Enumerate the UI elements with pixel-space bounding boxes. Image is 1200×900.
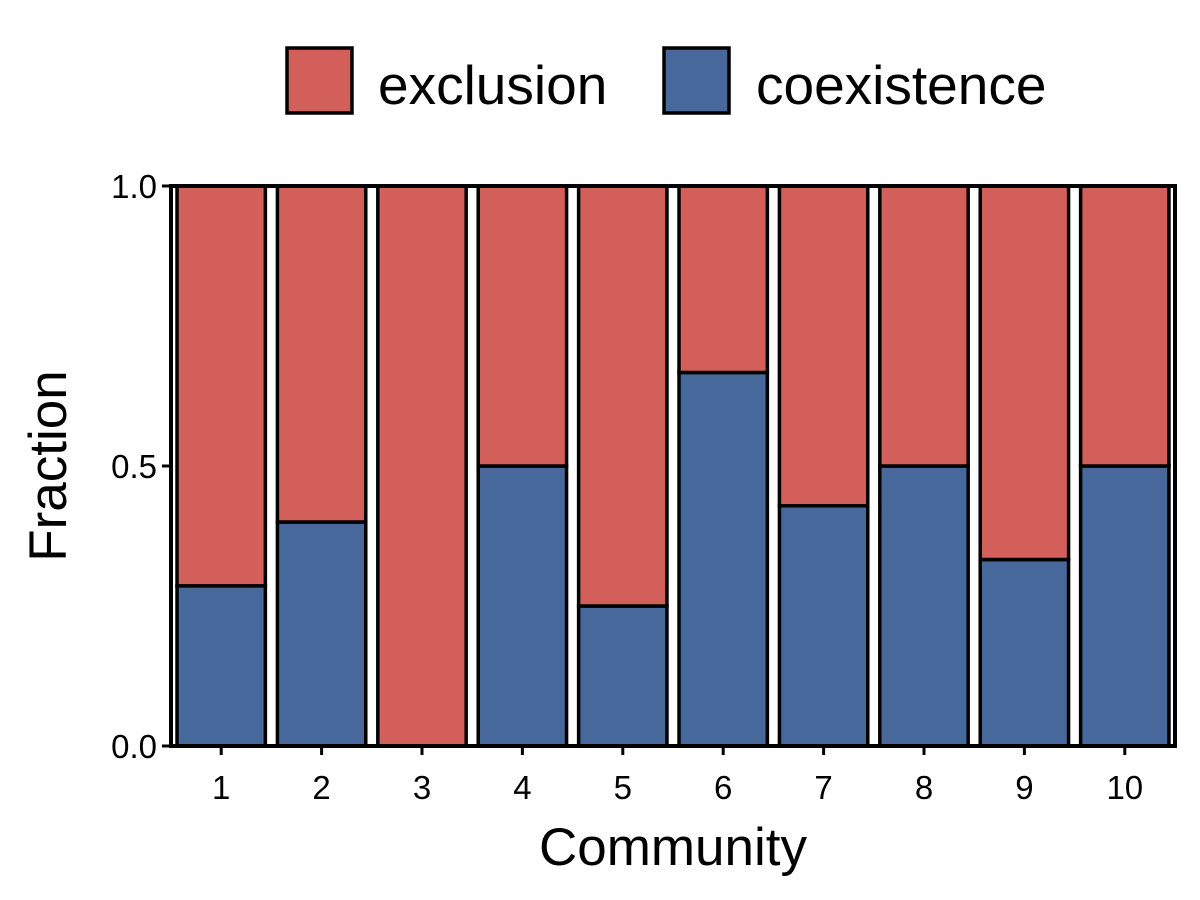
bar-exclusion-9 bbox=[978, 184, 1071, 562]
bar-exclusion-7 bbox=[777, 184, 870, 508]
bar-exclusion-3 bbox=[376, 184, 468, 748]
bar-coexistence-1 bbox=[175, 584, 268, 748]
x-tick-label-8: 8 bbox=[915, 769, 933, 806]
x-tick-label-4: 4 bbox=[513, 769, 531, 806]
x-tick-label-3: 3 bbox=[413, 769, 431, 806]
x-tick-label-10: 10 bbox=[1106, 769, 1143, 806]
bar-coexistence-7 bbox=[777, 504, 870, 748]
bar-coexistence-9 bbox=[978, 557, 1071, 748]
bar-coexistence-2 bbox=[275, 520, 368, 748]
bar-coexistence-8 bbox=[878, 464, 970, 748]
y-tick-label-1.0: 1.0 bbox=[111, 168, 157, 205]
legend-key-coexistence bbox=[662, 46, 731, 115]
bar-coexistence-4 bbox=[476, 464, 569, 748]
bar-exclusion-8 bbox=[878, 184, 970, 468]
bar-exclusion-5 bbox=[576, 184, 669, 608]
bar-exclusion-6 bbox=[677, 184, 770, 375]
x-tick-label-1: 1 bbox=[212, 769, 230, 806]
legend-label-coexistence: coexistence bbox=[756, 54, 1046, 116]
x-tick-label-2: 2 bbox=[312, 769, 330, 806]
bar-exclusion-4 bbox=[476, 184, 569, 468]
x-tick-label-5: 5 bbox=[614, 769, 632, 806]
legend-key-exclusion bbox=[285, 46, 354, 115]
x-tick-label-9: 9 bbox=[1015, 769, 1033, 806]
legend-label-exclusion: exclusion bbox=[378, 54, 607, 116]
bar-exclusion-2 bbox=[275, 184, 368, 524]
x-axis-title: Community bbox=[539, 818, 808, 877]
bar-exclusion-10 bbox=[1078, 184, 1171, 468]
y-axis-title: Fraction bbox=[19, 370, 78, 561]
legend: exclusion coexistence bbox=[285, 46, 1046, 116]
y-tick-label-0.5: 0.5 bbox=[111, 448, 157, 485]
x-tick-label-7: 7 bbox=[814, 769, 832, 806]
bar-coexistence-5 bbox=[576, 604, 669, 748]
axes: 1 2 3 4 5 6 7 8 9 10 0.0 0.5 1.0 bbox=[111, 168, 1177, 806]
bar-coexistence-10 bbox=[1078, 464, 1171, 748]
bar-exclusion-1 bbox=[175, 184, 268, 588]
bars bbox=[175, 184, 1171, 748]
x-tick-label-6: 6 bbox=[714, 769, 732, 806]
bar-coexistence-6 bbox=[677, 370, 770, 748]
y-tick-label-0.0: 0.0 bbox=[111, 728, 157, 765]
